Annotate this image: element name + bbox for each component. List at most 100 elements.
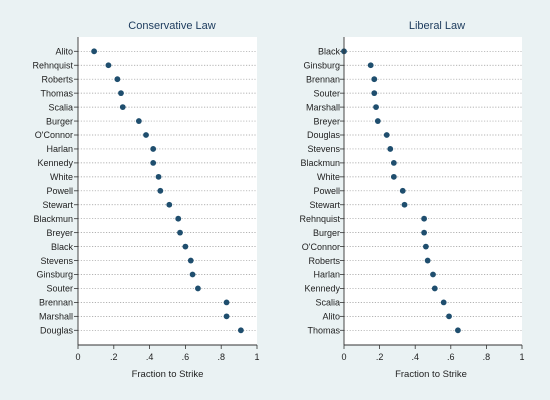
data-point <box>189 271 196 278</box>
category-label: Thomas <box>40 88 73 98</box>
x-tick-label: 0 <box>75 352 80 362</box>
data-point <box>175 215 182 222</box>
category-label: Powell <box>46 186 73 196</box>
x-tick-label: .6 <box>182 352 190 362</box>
x-tick-label: 1 <box>519 352 524 362</box>
category-label: Rehnquist <box>32 60 73 70</box>
x-axis-title: Fraction to Strike <box>395 369 467 380</box>
category-label: Stevens <box>40 256 73 266</box>
category-label: Ginsburg <box>303 60 340 70</box>
data-point <box>114 76 121 83</box>
data-point <box>91 48 98 55</box>
data-point <box>431 285 438 292</box>
category-label: Alito <box>322 312 340 322</box>
x-tick-label: .4 <box>146 352 154 362</box>
data-point <box>390 160 397 166</box>
data-point <box>105 62 112 69</box>
data-point <box>390 173 397 180</box>
data-point <box>421 215 427 222</box>
data-point <box>440 299 447 306</box>
category-label: Brennan <box>39 298 73 308</box>
data-point <box>150 146 157 152</box>
x-tick-label: 0 <box>341 352 346 362</box>
panel-conservative: Conservative Law Alito Rehnquist Roberts Tho… <box>32 20 259 380</box>
category-label: Brennan <box>306 74 340 84</box>
category-label: Scalia <box>48 102 73 112</box>
category-label: Souter <box>313 88 340 98</box>
category-label: Rehnquist <box>299 214 340 224</box>
category-label: O'Connor <box>35 130 73 140</box>
category-label: Roberts <box>41 74 73 84</box>
category-label: Blackmun <box>33 214 73 224</box>
panel-liberal: Liberal Law Black Ginsburg Brennan Souter Mar… <box>299 20 524 380</box>
category-label: Harlan <box>313 270 340 280</box>
plot-area <box>344 37 522 345</box>
data-point <box>424 257 431 264</box>
x-tick-label: .6 <box>447 352 455 362</box>
category-label: Marshall <box>306 102 340 112</box>
category-label: Powell <box>313 186 340 196</box>
x-tick-label: .2 <box>110 352 118 362</box>
data-point <box>371 90 378 97</box>
category-label: Scalia <box>315 298 340 308</box>
x-tick-label: .2 <box>376 352 384 362</box>
category-label: Stewart <box>309 200 340 210</box>
data-point <box>166 201 173 208</box>
data-point <box>455 327 461 334</box>
x-tick-label: .4 <box>411 352 419 362</box>
category-label: Souter <box>46 284 73 294</box>
data-point <box>401 201 408 208</box>
chart-title: Conservative Law <box>128 20 215 32</box>
category-label: Ginsburg <box>36 270 73 280</box>
data-point <box>237 327 244 334</box>
data-point <box>387 146 394 152</box>
category-label: Douglas <box>40 326 74 336</box>
data-point <box>157 187 164 194</box>
category-label: Roberts <box>308 256 340 266</box>
data-point <box>223 313 230 320</box>
chart-title: Liberal Law <box>409 20 465 32</box>
category-label: Harlan <box>46 144 73 154</box>
data-point <box>135 118 142 124</box>
data-point <box>155 173 162 180</box>
data-point <box>430 271 436 278</box>
data-point <box>150 160 157 166</box>
data-point <box>374 118 381 124</box>
category-label: Thomas <box>307 326 340 336</box>
data-point <box>195 285 201 292</box>
category-label: Kennedy <box>304 284 340 294</box>
category-label: Breyer <box>313 116 340 126</box>
data-point <box>177 229 183 236</box>
data-point <box>187 257 194 264</box>
category-label: Stevens <box>307 144 340 154</box>
category-label: White <box>317 172 340 182</box>
category-label: Breyer <box>46 228 73 238</box>
category-label: Burger <box>46 116 73 126</box>
category-label: Marshall <box>39 312 73 322</box>
category-label: Black <box>318 47 341 57</box>
data-point <box>383 132 390 138</box>
category-label: Black <box>51 242 74 252</box>
category-label: Kennedy <box>37 158 73 168</box>
category-label: Blackmun <box>300 158 340 168</box>
data-point <box>421 229 427 236</box>
data-point <box>446 313 452 320</box>
data-point <box>371 76 378 83</box>
data-point <box>143 132 149 138</box>
data-point <box>422 243 429 250</box>
category-label: Alito <box>55 47 73 57</box>
data-point <box>223 299 230 306</box>
x-tick-label: 1 <box>254 352 259 362</box>
data-point <box>399 187 406 194</box>
data-point <box>119 104 126 110</box>
data-point <box>373 104 379 110</box>
x-tick-label: .8 <box>217 352 225 362</box>
data-point <box>118 90 124 97</box>
x-tick-label: .8 <box>483 352 491 362</box>
category-label: Douglas <box>307 130 341 140</box>
data-point <box>367 62 374 69</box>
x-axis-title: Fraction to Strike <box>132 369 204 380</box>
category-label: O'Connor <box>302 242 340 252</box>
